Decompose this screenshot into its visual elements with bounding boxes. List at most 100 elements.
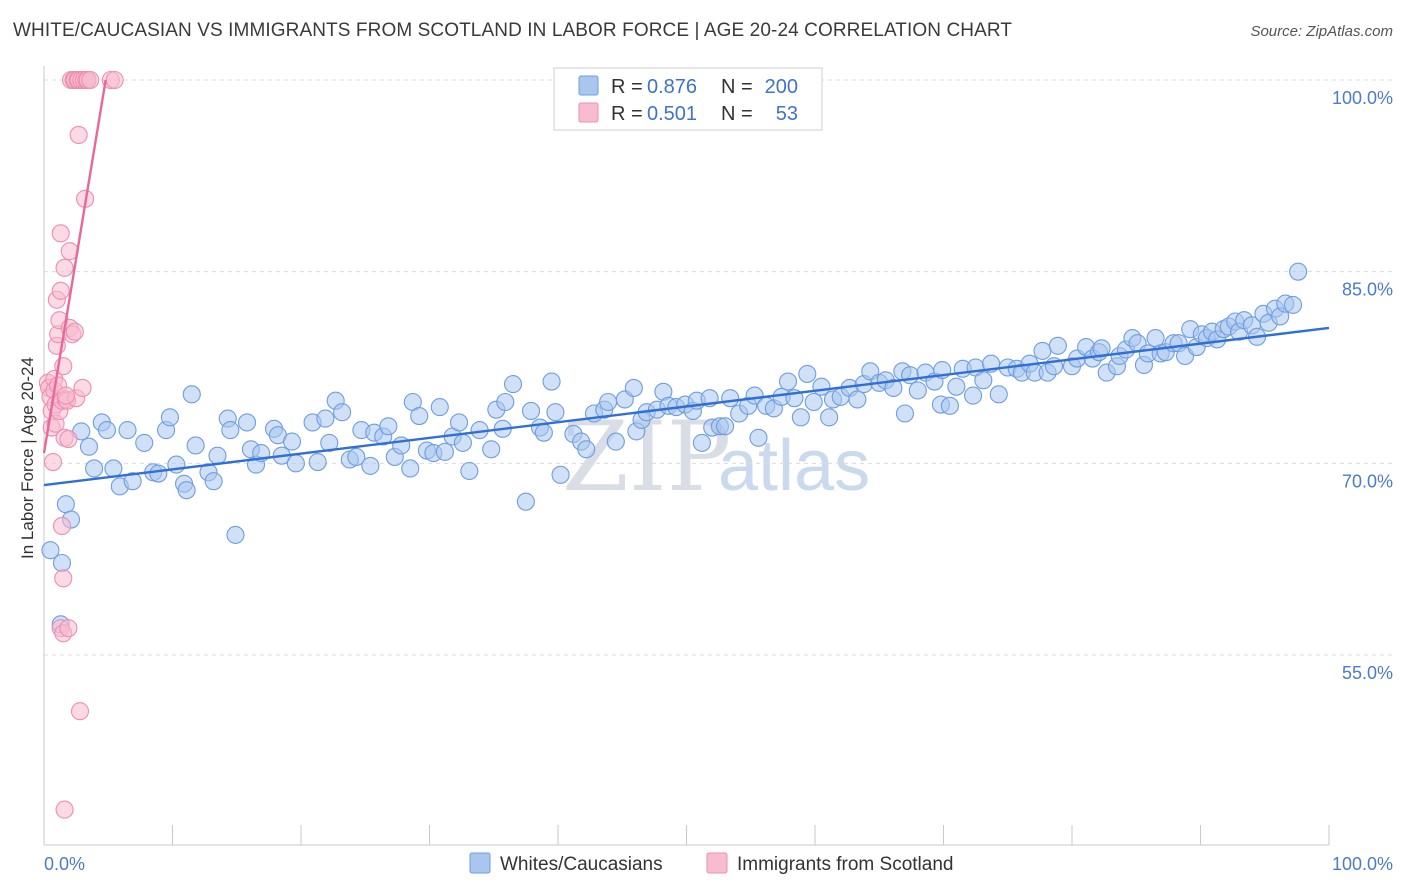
stats-legend-n-value-1: 200: [765, 76, 798, 98]
whites-point-75: [542, 372, 561, 391]
whites-point-3: [56, 495, 75, 514]
x-tick-label-max: 100.0%: [1332, 854, 1393, 874]
whites-point-56: [410, 407, 429, 426]
whites-point-18: [160, 408, 179, 427]
scotland-point-22: [55, 258, 74, 277]
legend-swatch-whites: [469, 852, 491, 874]
y-tick-labels: 55.0% 70.0% 85.0% 100.0%: [1332, 88, 1393, 683]
scotland-point-52: [56, 386, 75, 405]
whites-point-189: [1283, 295, 1303, 314]
whites-point-83: [599, 392, 618, 412]
y-tick-label-85: 85.0%: [1342, 280, 1393, 300]
axes: [43, 66, 1330, 846]
whites-point-26: [208, 446, 227, 465]
whites-point-72: [521, 401, 541, 420]
whites-point-80: [577, 440, 596, 459]
whites-trend-line: [43, 326, 1330, 487]
whites-point-9: [97, 421, 117, 440]
whites-point-134: [940, 396, 959, 415]
gridlines: [44, 79, 1393, 656]
whites-point-10: [104, 459, 123, 478]
scotland-point-17: [51, 224, 70, 243]
whites-point-69: [496, 392, 515, 412]
stats-legend-n-value-2: 53: [776, 103, 798, 125]
whites-point-190: [1289, 262, 1308, 281]
scotland-trend-line: [42, 79, 107, 454]
scotland-point-45: [81, 70, 100, 90]
whites-point-102: [721, 389, 740, 408]
scotland-point-33: [65, 322, 84, 341]
whites-point-147: [1033, 341, 1052, 360]
stats-legend-swatch-blue: [578, 75, 599, 96]
whites-point-54: [401, 459, 420, 478]
whites-point-23: [186, 436, 205, 455]
whites-point-97: [692, 433, 711, 452]
stats-legend-box: [553, 67, 823, 131]
stats-legend-r-value-1: 0.876: [647, 76, 697, 98]
whites-point-0: [41, 541, 60, 560]
whites-point-114: [804, 392, 823, 412]
whites-point-128: [901, 366, 920, 385]
whites-point-135: [947, 377, 966, 396]
x-tick-label-min: 0.0%: [44, 854, 85, 874]
scotland-point-5: [43, 453, 63, 472]
whites-point-77: [551, 465, 570, 484]
scotland-point-49: [55, 800, 74, 819]
y-tick-label-70: 70.0%: [1342, 471, 1393, 491]
whites-point-48: [361, 456, 380, 475]
legend-label-scotland: Immigrants from Scotland: [737, 854, 953, 875]
whites-point-40: [308, 453, 327, 472]
whites-point-116: [820, 408, 839, 427]
chart-source: Source: ZipAtlas.com: [1250, 23, 1393, 40]
scotland-point-40: [73, 378, 92, 397]
whites-point-7: [85, 459, 104, 478]
scotland-point-20: [54, 569, 73, 588]
whites-point-42: [320, 433, 339, 452]
whites-point-21: [177, 481, 196, 500]
whites-point-29: [226, 525, 245, 544]
stats-legend-n-label-2: N =: [721, 103, 753, 125]
stats-legend-n-label-1: N =: [721, 76, 753, 98]
scotland-point-51: [105, 70, 124, 90]
chart-title: WHITE/CAUCASIAN VS IMMIGRANTS FROM SCOTL…: [13, 20, 1013, 41]
whites-point-13: [123, 472, 142, 491]
whites-point-16: [149, 464, 168, 483]
whites-point-74: [534, 423, 553, 442]
whites-point-41: [316, 409, 335, 428]
whites-point-137: [964, 386, 983, 405]
whites-point-71: [516, 492, 535, 511]
whites-point-101: [715, 417, 735, 436]
whites-point-76: [546, 403, 565, 422]
watermark-atlas: atlas: [718, 426, 870, 506]
whites-point-38: [286, 454, 305, 473]
legend-swatch-scotland: [706, 852, 728, 874]
scotland-point-16: [51, 281, 70, 300]
scotland-point-26: [59, 430, 78, 449]
whites-point-6: [79, 437, 99, 456]
whites-point-125: [884, 378, 903, 397]
y-tick-label-100: 100.0%: [1332, 88, 1393, 108]
whites-point-141: [989, 385, 1008, 404]
stats-legend-r-label-2: R =: [611, 103, 643, 125]
whites-point-51: [379, 417, 398, 436]
y-tick-label-55: 55.0%: [1342, 663, 1393, 683]
whites-point-14: [135, 433, 154, 452]
whites-point-62: [450, 413, 469, 432]
stats-legend-swatch-pink: [578, 102, 599, 123]
whites-point-46: [347, 447, 366, 466]
whites-point-113: [798, 364, 817, 383]
y-axis-label: In Labor Force | Age 20-24: [18, 357, 37, 559]
scotland-point-48: [59, 619, 78, 638]
whites-point-129: [908, 381, 927, 400]
stats-legend: R = 0.876 N = 200 R = 0.501 N = 53: [553, 67, 823, 131]
whites-point-28: [221, 421, 240, 440]
trend-lines: [42, 79, 1330, 487]
whites-point-22: [182, 385, 201, 404]
whites-point-86: [624, 378, 643, 397]
whites-point-59: [430, 398, 449, 417]
whites-point-70: [503, 375, 523, 394]
whites-point-165: [1146, 329, 1165, 348]
whites-point-12: [118, 421, 137, 440]
whites-point-25: [204, 472, 223, 491]
whites-point-120: [848, 390, 867, 409]
